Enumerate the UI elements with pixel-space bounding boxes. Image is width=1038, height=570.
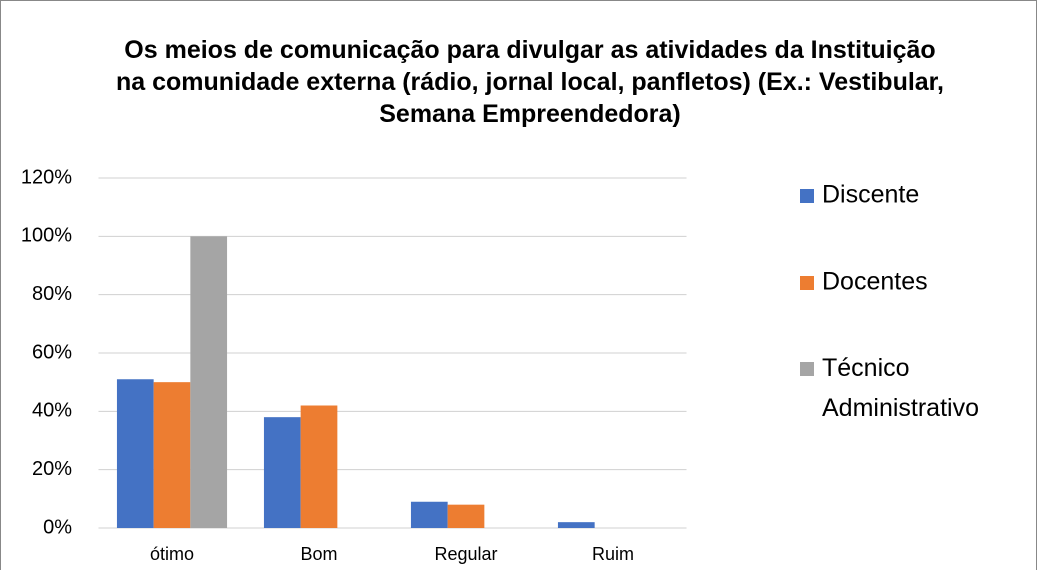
bar xyxy=(410,501,448,528)
legend-swatch xyxy=(800,362,814,376)
legend-swatch xyxy=(800,189,814,203)
x-tick-label: Ruim xyxy=(592,544,634,564)
y-tick-label: 20% xyxy=(32,458,72,480)
legend-label: Discente xyxy=(822,181,919,209)
y-tick-label: 100% xyxy=(21,225,72,247)
legend-label: Técnico Administrativo xyxy=(822,354,979,422)
bar xyxy=(447,504,485,528)
y-tick-label: 40% xyxy=(32,400,72,422)
bar xyxy=(300,405,338,528)
x-tick-label: Bom xyxy=(300,544,337,564)
bar xyxy=(153,382,191,528)
y-tick-label: 0% xyxy=(43,516,72,538)
x-tick-label: ótimo xyxy=(150,544,194,564)
legend-label: Docentes xyxy=(822,268,928,296)
chart-title: Os meios de comunicação para divulgar as… xyxy=(116,36,944,128)
x-tick-label: Regular xyxy=(434,544,497,564)
bar xyxy=(190,236,228,529)
legend-swatch xyxy=(800,276,814,290)
y-tick-label: 120% xyxy=(21,166,72,188)
bar xyxy=(116,379,154,528)
y-tick-label: 60% xyxy=(32,341,72,363)
y-tick-label: 80% xyxy=(32,283,72,305)
bar xyxy=(557,522,595,528)
bar xyxy=(263,417,301,528)
